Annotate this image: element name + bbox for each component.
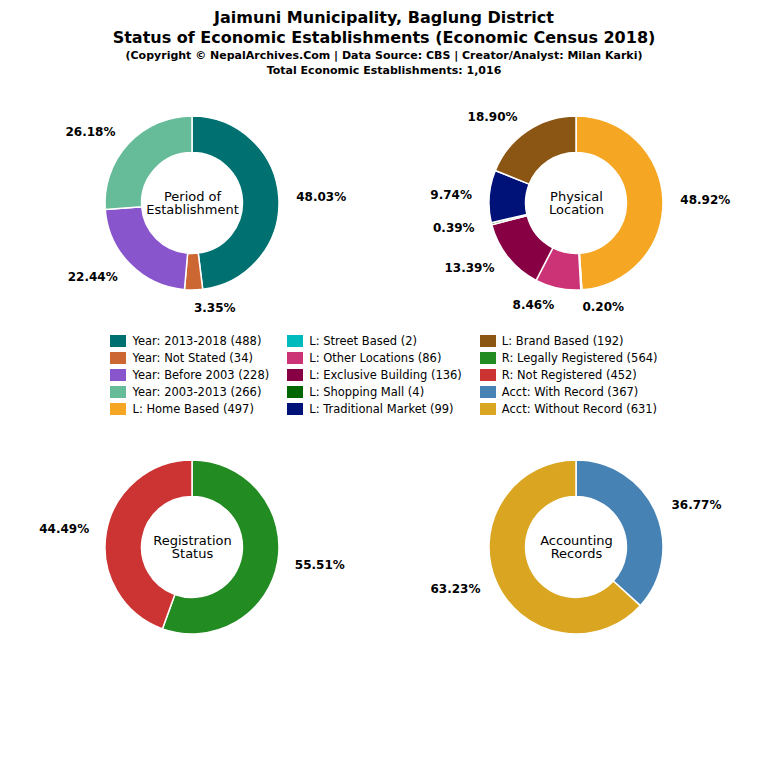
html-text:Status of Economic Establishme: Status of Economic Establishments (Econo… [112, 28, 656, 47]
svg-text:55.51%: 55.51% [295, 558, 345, 572]
html-text:R: Legally Registered (564): R: Legally Registered (564) [501, 351, 658, 365]
svg-text:0.39%: 0.39% [433, 221, 475, 235]
svg-text:18.90%: 18.90% [468, 110, 518, 124]
svg-text:48.92%: 48.92% [680, 193, 730, 207]
html-text:Acct: Without Record (631): Acct: Without Record (631) [501, 402, 658, 416]
html-text:Year: Before 2003 (228): Year: Before 2003 (228) [132, 368, 270, 382]
svg-text:48.03%: 48.03% [296, 190, 346, 204]
html-text:Jaimuni Municipality, Baglung: Jaimuni Municipality, Baglung District [214, 8, 554, 27]
svg-text:0.20%: 0.20% [582, 300, 624, 314]
svg-text:63.23%: 63.23% [431, 582, 481, 596]
svg-text:9.74%: 9.74% [430, 188, 472, 202]
html-text:Total Economic Establishments:: Total Economic Establishments: 1,016 [266, 64, 502, 77]
html-text:Acct: With Record (367): Acct: With Record (367) [501, 385, 639, 399]
html-text:L: Other Locations (86): L: Other Locations (86) [309, 351, 442, 365]
html-text:(Copyright © NepalArchives.Com: (Copyright © NepalArchives.Com | Data So… [125, 49, 643, 62]
svg-text:44.49%: 44.49% [39, 522, 89, 536]
svg-text:26.18%: 26.18% [66, 125, 116, 139]
html-text:L: Traditional Market (99): L: Traditional Market (99) [309, 402, 454, 416]
html-text:L: Shopping Mall (4): L: Shopping Mall (4) [309, 385, 425, 399]
svg-text:22.44%: 22.44% [68, 270, 118, 284]
svg-text:RegistrationStatus: RegistrationStatus [153, 533, 231, 561]
html-text:R: Not Registered (452): R: Not Registered (452) [501, 368, 637, 382]
html-text:L: Street Based (2): L: Street Based (2) [309, 334, 417, 348]
svg-text:AccountingRecords: AccountingRecords [540, 533, 613, 561]
svg-text:13.39%: 13.39% [444, 261, 494, 275]
svg-text:36.77%: 36.77% [672, 498, 722, 512]
svg-text:Period ofEstablishment: Period ofEstablishment [146, 189, 239, 217]
html-text:L: Home Based (497): L: Home Based (497) [132, 402, 254, 416]
html-text:L: Brand Based (192): L: Brand Based (192) [501, 334, 624, 348]
svg-text:3.35%: 3.35% [194, 301, 236, 315]
html-text:L: Exclusive Building (136): L: Exclusive Building (136) [309, 368, 462, 382]
html-text:Year: 2013-2018 (488): Year: 2013-2018 (488) [132, 334, 262, 348]
html-text:Year: 2003-2013 (266): Year: 2003-2013 (266) [132, 385, 262, 399]
svg-text:PhysicalLocation: PhysicalLocation [549, 189, 604, 217]
svg-text:8.46%: 8.46% [513, 298, 555, 312]
html-text:Year: Not Stated (34): Year: Not Stated (34) [132, 351, 253, 365]
